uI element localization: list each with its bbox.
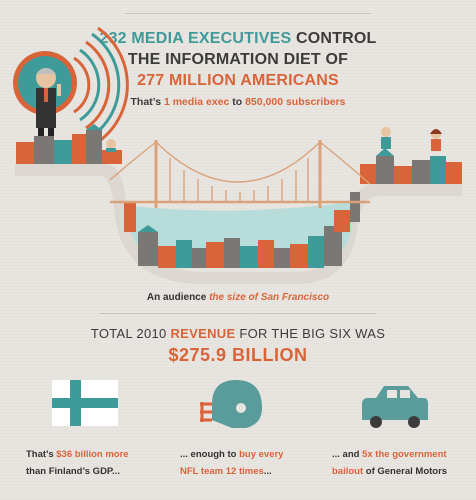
- headline-line-3: 277 MILLION AMERICANS: [137, 72, 339, 89]
- headline-line-1: 232 MEDIA EXECUTIVES CONTROL: [0, 28, 476, 49]
- audience-caption: An audience the size of San Francisco: [146, 292, 330, 303]
- subtitle: That’s 1 media exec to 850,000 subscribe…: [130, 96, 346, 108]
- right-cliff-buildings: [360, 127, 462, 184]
- revenue-word: REVENUE: [170, 326, 236, 341]
- fact-gm: ... and 5x the government bailout of Gen…: [332, 449, 448, 477]
- car-icon: [362, 386, 428, 428]
- media-executive-icon: [13, 51, 77, 136]
- left-cliff-buildings: [16, 124, 122, 164]
- headline-control: CONTROL: [291, 30, 377, 47]
- headline-executives: 232 MEDIA EXECUTIVES: [99, 30, 292, 47]
- bridge-icon: [109, 140, 371, 208]
- revenue-amount: $275.9 BILLION: [168, 345, 308, 365]
- top-divider: [125, 13, 371, 14]
- football-helmet-icon: [200, 380, 262, 428]
- fact-finland: That’s $36 billion more than Finland’s G…: [26, 449, 129, 477]
- finland-flag-icon: [52, 380, 118, 426]
- subtitle-subscribers: 850,000 subscribers: [245, 96, 346, 108]
- revenue-title: TOTAL 2010 REVENUE FOR THE BIG SIX WAS: [90, 326, 386, 341]
- fact-nfl: ... enough to buy every NFL team 12 time…: [180, 449, 284, 477]
- valley-buildings: [138, 210, 350, 268]
- broadcast-waves-icon: [73, 26, 129, 144]
- headline-line-2: THE INFORMATION DIET OF: [127, 51, 349, 68]
- subtitle-exec: 1 media exec: [163, 96, 230, 108]
- caption-highlight: the size of San Francisco: [209, 292, 330, 303]
